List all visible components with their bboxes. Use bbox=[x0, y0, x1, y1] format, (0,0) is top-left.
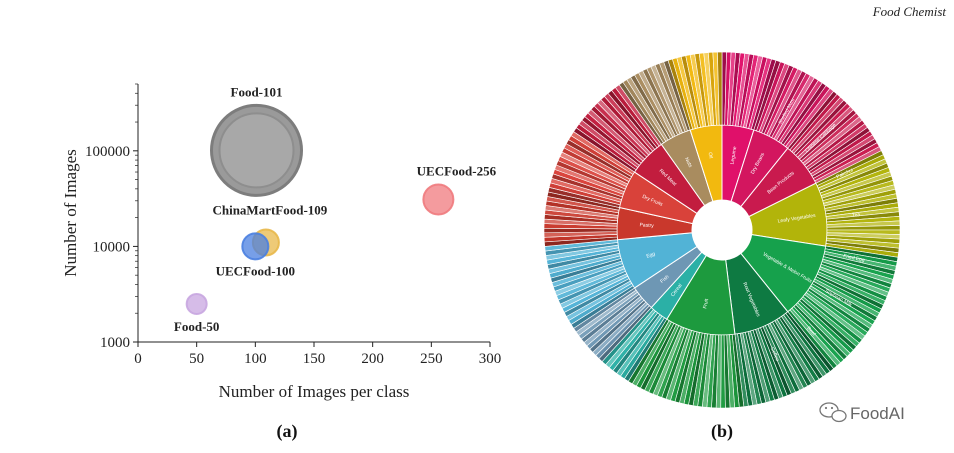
sunburst-center-hole bbox=[693, 201, 751, 259]
sunburst-inner-label: Leafy Vegetables bbox=[777, 213, 816, 225]
watermark-text: FoodAI bbox=[850, 404, 905, 423]
bubble-uecfood-100 bbox=[241, 232, 270, 261]
sunburst-outer-label: Fried Egg bbox=[843, 253, 866, 263]
x-ticks: 0 50 100 150 200 250 300 bbox=[134, 342, 501, 367]
bubble-label: Food-50 bbox=[174, 319, 220, 334]
bubbles: Food-101 UECFood-256 ChinaMartFood-109 UECF… bbox=[174, 84, 497, 334]
x-tick-label: 250 bbox=[420, 351, 443, 367]
wechat-icon bbox=[819, 402, 847, 423]
x-tick-label: 200 bbox=[361, 351, 384, 367]
bubble-label: Food-101 bbox=[231, 84, 283, 99]
sunburst-inner-label: Fish bbox=[659, 274, 670, 285]
bubble-chart: 0 50 100 150 200 250 300 1000 10000 100000 Food-… bbox=[61, 83, 501, 442]
sunburst-inner-label: Egg bbox=[646, 251, 657, 260]
watermark: FoodAI bbox=[819, 402, 905, 423]
sunburst-inner-label: Pastry bbox=[639, 222, 654, 229]
sunburst-outer-segment bbox=[717, 51, 723, 126]
x-tick-label: 100 bbox=[244, 351, 267, 367]
y-tick-label: 1000 bbox=[100, 335, 130, 351]
journal-name: Food Chemist bbox=[872, 4, 946, 19]
y-ticks: 1000 10000 100000 bbox=[85, 83, 138, 351]
y-tick-label: 10000 bbox=[93, 239, 131, 255]
bubble-label: UECFood-256 bbox=[417, 163, 497, 178]
sunburst-inner-label: Legume bbox=[730, 146, 739, 165]
bubble-uecfood-256 bbox=[422, 183, 455, 216]
y-axis-label: Number of Images bbox=[61, 149, 80, 276]
panel-a-label: (a) bbox=[277, 421, 298, 442]
x-tick-label: 0 bbox=[134, 351, 142, 367]
x-tick-label: 300 bbox=[479, 351, 502, 367]
bubble-label: UECFood-100 bbox=[216, 263, 295, 278]
y-tick-label: 100000 bbox=[85, 144, 130, 160]
bubble-food-101-inner bbox=[218, 112, 295, 189]
sunburst-outer-label: Beef bbox=[805, 326, 817, 338]
sunburst-inner-label: Fruit bbox=[702, 298, 710, 310]
panel-b-label: (b) bbox=[711, 421, 733, 442]
sunburst-outer-label: Coffee bbox=[769, 346, 780, 362]
x-tick-label: 50 bbox=[189, 351, 204, 367]
sunburst-outer-label: Tea bbox=[852, 212, 861, 219]
sunburst-inner-label: Oil bbox=[707, 152, 714, 159]
sunburst-inner-label: Nuts bbox=[683, 157, 693, 169]
bubble-label: ChinaMartFood-109 bbox=[212, 202, 327, 217]
x-tick-label: 150 bbox=[303, 351, 326, 367]
x-axis-label: Number of Images per class bbox=[219, 382, 410, 401]
bubble-food-50 bbox=[185, 292, 208, 315]
